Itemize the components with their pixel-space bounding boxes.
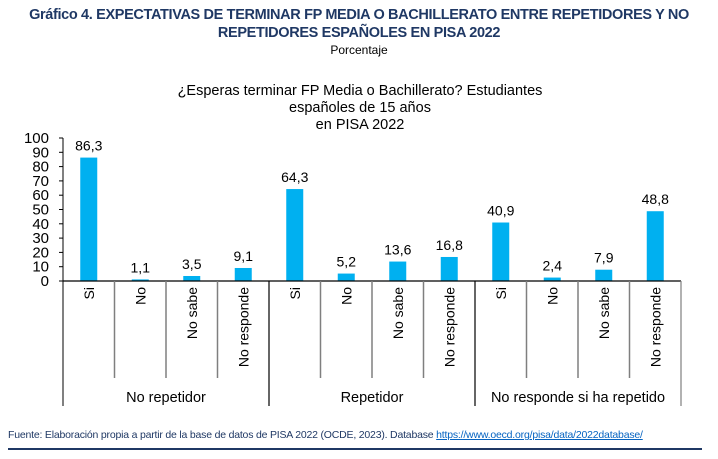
x-category-label: No [338,287,354,305]
y-tick-label: 20 [32,244,49,261]
bar [80,157,98,281]
data-label: 13,6 [384,242,411,258]
chart-title: ¿Esperas terminar FP Media o Bachillerat… [150,83,570,134]
bar [440,256,458,281]
x-category-label: No responde [647,287,663,367]
database-link[interactable]: https://www.oecd.org/pisa/data/2022datab… [436,429,643,441]
data-label: 3,5 [182,256,202,272]
bars: 86,3 1,1 3,5 9,1 64,3 5,2 13,6 16,8 40,9 2,4 7,9 48… [75,138,669,281]
bar [646,211,664,281]
x-category-label: Si [287,287,303,299]
y-tick-label: 70 [32,173,49,190]
source-note: Fuente: Elaboración propia a partir de l… [8,429,708,441]
y-tick-label: 80 [32,159,49,176]
data-label: 86,3 [75,138,102,154]
x-group-label: No responde si ha repetido [491,390,665,406]
figure-title-line-2: REPETIDORES ESPAÑOLES EN PISA 2022 [217,25,501,41]
bar [183,275,201,281]
y-tick-label: 0 [41,273,49,290]
bar [131,279,149,281]
y-tick-label: 60 [32,187,49,204]
data-label: 16,8 [436,237,463,253]
y-tick-label: 30 [32,230,49,247]
chart-title-line-2: en PISA 2022 [315,117,405,133]
x-axis: Si No No sabe No responde No repetidor Si No No… [63,280,682,406]
x-category-label: No [132,287,148,305]
x-group-label: No repetidor [126,390,206,406]
figure-subtitle: Porcentaje [330,43,388,57]
bar [595,269,613,281]
y-tick-label: 40 [32,216,49,233]
source-text: Fuente: Elaboración propia a partir de l… [8,429,437,441]
y-tick-label: 100 [24,130,49,147]
x-category-label: No sabe [596,287,612,339]
data-label: 48,8 [642,191,669,207]
footer-divider [8,448,702,450]
x-category-label: No responde [235,287,251,367]
bar [543,277,561,281]
x-category-label: No responde [441,287,457,367]
x-category-label: Si [493,287,509,299]
y-tick-label: 10 [32,259,49,276]
x-category-label: No [544,287,560,305]
data-label: 64,3 [281,169,308,185]
x-category-label: Si [81,287,97,299]
data-label: 7,9 [594,250,614,266]
y-tick-label: 50 [32,202,49,219]
x-category-label: No sabe [390,287,406,339]
y-tick-label: 90 [32,144,49,161]
bar [492,222,510,281]
x-group-label: Repetidor [341,390,404,406]
bar [286,189,304,281]
data-label: 2,4 [543,258,563,274]
figure-title: Gráfico 4. EXPECTATIVAS DE TERMINAR FP M… [0,6,718,42]
data-label: 5,2 [337,254,357,270]
data-label: 9,1 [234,248,254,264]
figure-title-line-1: Gráfico 4. EXPECTATIVAS DE TERMINAR FP M… [29,7,689,23]
data-label: 40,9 [487,203,514,219]
bar [337,273,355,281]
bar [389,261,407,281]
x-category-label: No sabe [184,287,200,339]
chart-title-line-1: ¿Esperas terminar FP Media o Bachillerat… [177,83,543,116]
data-label: 1,1 [131,259,151,275]
bar [234,267,252,281]
